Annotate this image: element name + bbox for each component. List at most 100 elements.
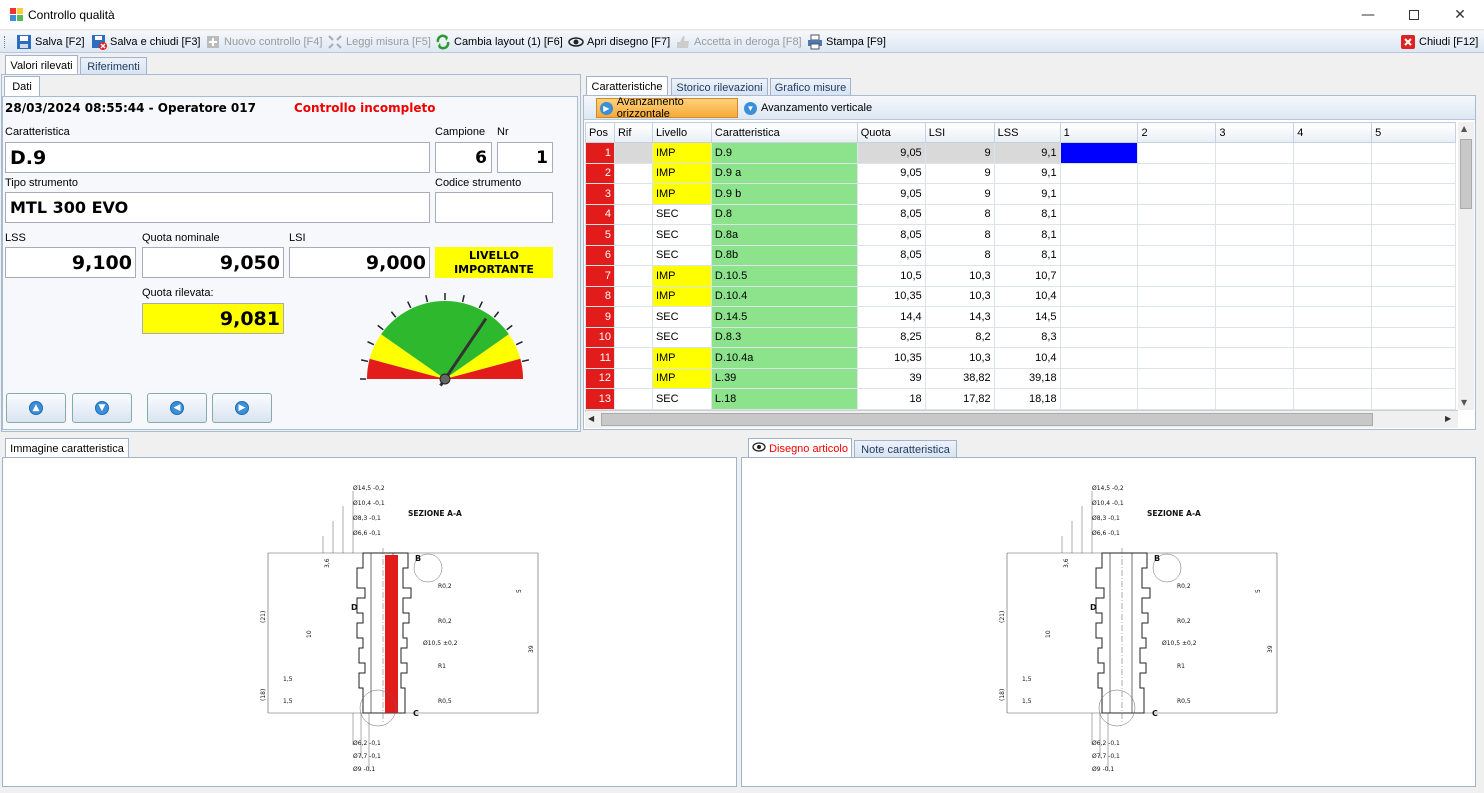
table-row[interactable]: 4 SEC D.8 8,05 8 8,1 xyxy=(585,203,1456,225)
read-measure-button[interactable]: Leggi misura [F5] xyxy=(327,33,431,51)
grid-cell[interactable] xyxy=(613,183,653,205)
grid-cell[interactable]: 9 xyxy=(585,306,615,328)
grid-cell[interactable] xyxy=(613,203,653,225)
horizontal-scrollbar[interactable]: ◀ ▶ xyxy=(585,410,1458,428)
nav-left-button[interactable]: ◀ xyxy=(147,393,207,423)
grid-cell[interactable] xyxy=(1371,203,1456,225)
quota-rilevata-field[interactable]: 9,081 xyxy=(142,303,284,334)
grid-col-header[interactable]: 4 xyxy=(1293,122,1373,143)
grid-cell[interactable] xyxy=(1293,224,1373,246)
grid-cell[interactable]: 9,1 xyxy=(993,162,1061,184)
splitter[interactable] xyxy=(0,432,1484,436)
grid-cell[interactable] xyxy=(1059,224,1139,246)
grid-cell[interactable] xyxy=(1293,244,1373,266)
grid-cell[interactable] xyxy=(1371,285,1456,307)
grid-cell[interactable] xyxy=(1059,162,1139,184)
grid-cell[interactable] xyxy=(613,326,653,348)
grid-cell[interactable]: 39 xyxy=(856,367,926,389)
grid-cell[interactable]: 10,4 xyxy=(993,285,1061,307)
grid-cell[interactable] xyxy=(1215,142,1295,164)
grid-cell[interactable]: D.9 a xyxy=(710,162,858,184)
grid-cell[interactable]: IMP xyxy=(651,367,712,389)
grid-cell[interactable]: 14,4 xyxy=(856,306,926,328)
table-row[interactable]: 6 SEC D.8b 8,05 8 8,1 xyxy=(585,244,1456,266)
close-app-button[interactable]: Chiudi [F12] xyxy=(1400,33,1478,51)
grid-cell[interactable]: SEC xyxy=(651,306,712,328)
nav-right-button[interactable]: ▶ xyxy=(212,393,272,423)
grid-cell[interactable]: D.8a xyxy=(710,224,858,246)
grid-cell[interactable]: 8,25 xyxy=(856,326,926,348)
grid-cell[interactable] xyxy=(613,244,653,266)
caratteristica-field[interactable]: D.9 xyxy=(5,142,430,173)
grid-cell[interactable]: 10,35 xyxy=(856,285,926,307)
grid-cell[interactable] xyxy=(1215,162,1295,184)
grid-cell[interactable]: 8 xyxy=(924,244,995,266)
grid-cell[interactable]: 9 xyxy=(924,183,995,205)
grid-cell[interactable]: 1 xyxy=(585,142,615,164)
grid-cell[interactable] xyxy=(1371,306,1456,328)
grid-cell[interactable] xyxy=(1059,347,1139,369)
grid-cell[interactable] xyxy=(1059,285,1139,307)
grid-cell[interactable]: 10,3 xyxy=(924,265,995,287)
print-button[interactable]: Stampa [F9] xyxy=(807,33,886,51)
grid-cell[interactable]: 9,05 xyxy=(856,142,926,164)
grid-cell[interactable]: 10 xyxy=(585,326,615,348)
grid-cell[interactable] xyxy=(1371,244,1456,266)
grid-cell[interactable] xyxy=(1137,367,1217,389)
grid-cell[interactable] xyxy=(613,347,653,369)
grid-col-header[interactable]: Pos xyxy=(585,122,615,143)
table-row[interactable]: 12 IMP L.39 39 38,82 39,18 xyxy=(585,367,1456,389)
grid-cell[interactable]: 6 xyxy=(585,244,615,266)
grid-cell[interactable] xyxy=(1371,183,1456,205)
grid-cell[interactable]: D.8.3 xyxy=(710,326,858,348)
grid-cell[interactable]: 3 xyxy=(585,183,615,205)
grid-cell[interactable] xyxy=(1215,367,1295,389)
grid-cell[interactable]: 8,2 xyxy=(924,326,995,348)
grid-cell[interactable]: 8,05 xyxy=(856,224,926,246)
grid-cell[interactable]: IMP xyxy=(651,142,712,164)
tab-dati[interactable]: Dati xyxy=(4,76,40,96)
grid-cell[interactable] xyxy=(1293,142,1373,164)
grid-cell[interactable] xyxy=(1293,367,1373,389)
grid-cell[interactable]: D.10.5 xyxy=(710,265,858,287)
nr-field[interactable]: 1 xyxy=(497,142,553,173)
grid-cell[interactable]: 11 xyxy=(585,347,615,369)
grid-cell[interactable] xyxy=(1215,306,1295,328)
lsi-field[interactable]: 9,000 xyxy=(289,247,430,278)
grid-cell[interactable] xyxy=(1137,265,1217,287)
grid-cell[interactable] xyxy=(1137,162,1217,184)
grid-cell[interactable] xyxy=(1059,326,1139,348)
grid-cell[interactable]: 13 xyxy=(585,388,615,410)
grid-cell[interactable] xyxy=(1137,203,1217,225)
grid-cell[interactable]: 8,05 xyxy=(856,244,926,266)
tab-caratteristiche[interactable]: Caratteristiche xyxy=(586,76,668,96)
grid-cell[interactable] xyxy=(1059,142,1139,164)
grid-cell[interactable] xyxy=(1137,306,1217,328)
grid-cell[interactable] xyxy=(1059,265,1139,287)
grid-cell[interactable] xyxy=(1137,142,1217,164)
grid-cell[interactable]: D.8b xyxy=(710,244,858,266)
grid-cell[interactable] xyxy=(1137,183,1217,205)
new-control-button[interactable]: Nuovo controllo [F4] xyxy=(205,33,322,51)
grid-cell[interactable]: 18,18 xyxy=(993,388,1061,410)
grid-cell[interactable]: 8,1 xyxy=(993,203,1061,225)
accept-derogation-button[interactable]: Accetta in deroga [F8] xyxy=(675,33,802,51)
grid-cell[interactable]: 8 xyxy=(585,285,615,307)
grid-col-header[interactable]: Quota xyxy=(856,122,926,143)
grid-cell[interactable] xyxy=(1293,388,1373,410)
tab-grafico-misure[interactable]: Grafico misure xyxy=(770,78,851,96)
save-close-button[interactable]: Salva e chiudi [F3] xyxy=(91,33,201,51)
grid-cell[interactable] xyxy=(613,265,653,287)
minimize-button[interactable]: — xyxy=(1345,0,1391,30)
grid-cell[interactable] xyxy=(613,142,653,164)
table-row[interactable]: 7 IMP D.10.5 10,5 10,3 10,7 xyxy=(585,265,1456,287)
horizontal-scroll-thumb[interactable] xyxy=(601,413,1373,426)
tab-valori-rilevati[interactable]: Valori rilevati xyxy=(5,55,78,75)
grid-cell[interactable]: D.10.4a xyxy=(710,347,858,369)
grid-cell[interactable] xyxy=(1371,367,1456,389)
tipo-strumento-field[interactable]: MTL 300 EVO xyxy=(5,192,430,223)
grid-cell[interactable] xyxy=(1215,285,1295,307)
change-layout-button[interactable]: Cambia layout (1) [F6] xyxy=(435,33,563,51)
grid-cell[interactable]: 8 xyxy=(924,224,995,246)
table-row[interactable]: 9 SEC D.14.5 14,4 14,3 14,5 xyxy=(585,306,1456,328)
